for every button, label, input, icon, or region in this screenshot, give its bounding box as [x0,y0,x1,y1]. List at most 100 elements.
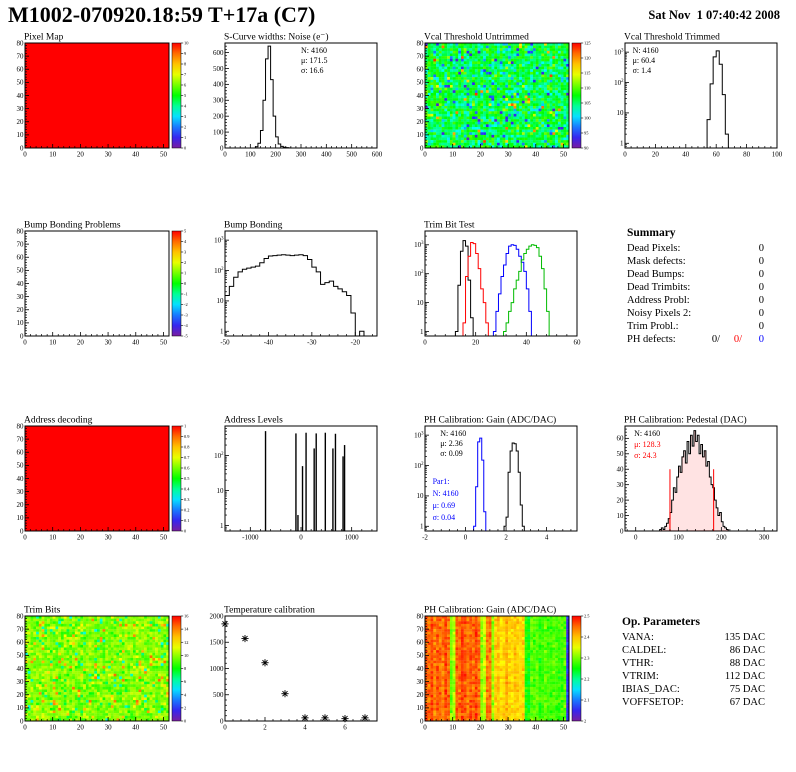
svg-text:10: 10 [617,109,625,117]
svg-text:PH Calibration: Pedestal (DAC): PH Calibration: Pedestal (DAC) [624,415,747,426]
svg-text:-20: -20 [351,339,361,347]
svg-text:60: 60 [17,254,25,262]
plot-temp-calib: Temperature calibration 0 2 4 6 0 500 1000 1500 2… [200,603,396,758]
svg-text:300: 300 [296,151,307,159]
plot-vcal-untrimmed: Vcal Threshold Untrimmed 0 10 20 30 40 50 0 10 20… [400,30,596,162]
svg-text:μ: 2.36: μ: 2.36 [440,439,463,448]
svg-text:20: 20 [17,306,25,314]
svg-text:3: 3 [184,250,187,255]
svg-text:1000: 1000 [345,534,360,542]
svg-text:102: 102 [414,270,424,278]
svg-text:10: 10 [417,492,425,500]
svg-text:103: 103 [414,241,424,249]
svg-text:μ: 60.4: μ: 60.4 [633,56,656,65]
panel-row: CALDEL: 86 DAC [622,645,765,656]
svg-text:N: 4160: N: 4160 [301,46,327,55]
panel-row: Dead Trimbits: 0 [627,282,764,293]
svg-text:7: 7 [184,72,187,77]
plot-ph-pedestal: PH Calibration: Pedestal (DAC) 0 100 200 300… [600,413,796,555]
svg-text:50: 50 [417,79,425,87]
svg-text:20: 20 [17,501,25,509]
svg-text:100: 100 [772,151,783,159]
svg-text:40: 40 [523,339,531,347]
svg-text:-1000: -1000 [242,534,259,542]
svg-text:30: 30 [505,151,513,159]
svg-text:1: 1 [220,328,224,336]
svg-text:70: 70 [417,52,425,60]
plot-address-decoding: Address decoding 0 10 20 30 40 50 0 10 20 30 40 50 60… [0,413,196,555]
panel-row: Dead Bumps: 0 [627,269,764,280]
svg-text:10: 10 [417,299,425,307]
svg-text:400: 400 [321,151,332,159]
svg-text:σ: 24.3: σ: 24.3 [634,451,657,460]
svg-text:10: 10 [184,41,189,46]
svg-text:60: 60 [17,449,25,457]
svg-text:Trim Bit Test: Trim Bit Test [424,221,475,231]
svg-text:0: 0 [634,534,638,542]
svg-text:30: 30 [417,105,425,113]
scurve-noise-chart: S-Curve widths: Noise (e⁻) 0 100 200 300 400 5… [213,32,383,159]
svg-text:S-Curve widths: Noise (e⁻): S-Curve widths: Noise (e⁻) [224,32,329,43]
svg-text:-3: -3 [184,313,188,318]
svg-text:N: 4160: N: 4160 [440,429,466,438]
svg-text:10: 10 [417,131,425,139]
svg-text:8: 8 [184,62,187,67]
svg-text:10: 10 [49,151,57,159]
svg-text:4: 4 [545,534,549,542]
svg-text:0: 0 [184,146,187,151]
svg-text:Bump Bonding Problems: Bump Bonding Problems [24,221,121,231]
panel-row: VANA: 135 DAC [622,632,765,643]
svg-text:500: 500 [346,151,357,159]
svg-text:400: 400 [213,81,224,89]
svg-text:1: 1 [184,135,186,140]
svg-text:102: 102 [614,79,624,87]
svg-text:20: 20 [77,339,85,347]
svg-text:80: 80 [17,227,25,235]
svg-text:0.4: 0.4 [184,487,190,492]
svg-text:50: 50 [160,339,168,347]
svg-text:125: 125 [584,41,591,46]
svg-text:40: 40 [17,475,25,483]
pixel-map-chart: Pixel Map 0 10 20 30 40 50 0 10 20 30 40 50 60 70 80 0 1 2… [17,33,190,159]
svg-text:40: 40 [132,339,140,347]
svg-text:20: 20 [417,118,425,126]
svg-text:σ: 16.6: σ: 16.6 [301,66,324,75]
plot-scurve-noise: S-Curve widths: Noise (e⁻) 0 100 200 300 400 5… [200,30,396,162]
svg-text:0: 0 [464,534,468,542]
svg-text:3: 3 [184,114,187,119]
vcal-trimmed-chart: Vcal Threshold Trimmed 0 20 40 60 80 100 1 10 102… [614,33,783,159]
svg-text:Vcal Threshold Untrimmed: Vcal Threshold Untrimmed [424,33,529,43]
svg-text:60: 60 [574,339,582,347]
svg-text:-2: -2 [184,302,188,307]
svg-text:2: 2 [504,534,508,542]
svg-text:50: 50 [560,151,568,159]
svg-text:200: 200 [716,534,727,542]
svg-text:100: 100 [584,116,591,121]
svg-text:0: 0 [223,151,227,159]
svg-text:102: 102 [414,462,424,470]
svg-text:40: 40 [617,466,625,474]
svg-text:20: 20 [17,118,25,126]
svg-text:50: 50 [17,79,25,87]
svg-text:30: 30 [17,105,25,113]
bump-bonding-chart: Bump Bonding -50 -40 -30 -20 1 10 102 103 [214,221,378,347]
svg-text:-50: -50 [220,339,230,347]
timestamp: Sat Nov 1 07:40:42 2008 [648,8,780,22]
svg-text:20: 20 [77,534,85,542]
svg-text:30: 30 [105,339,113,347]
svg-text:30: 30 [105,534,113,542]
svg-text:10: 10 [617,512,625,520]
svg-text:N: 4160: N: 4160 [633,46,659,55]
svg-text:0: 0 [423,151,427,159]
svg-text:0.6: 0.6 [184,466,190,471]
svg-text:-5: -5 [184,334,188,339]
plot-trim-bits: Trim Bits 0 10 20 30 40 50 0 10 20 30 40 50 60 70 80 0 2 4… [0,603,196,758]
svg-text:60: 60 [713,151,721,159]
svg-text:10: 10 [17,514,25,522]
svg-text:100: 100 [245,151,256,159]
svg-text:N: 4160: N: 4160 [634,429,660,438]
svg-text:60: 60 [617,435,625,443]
